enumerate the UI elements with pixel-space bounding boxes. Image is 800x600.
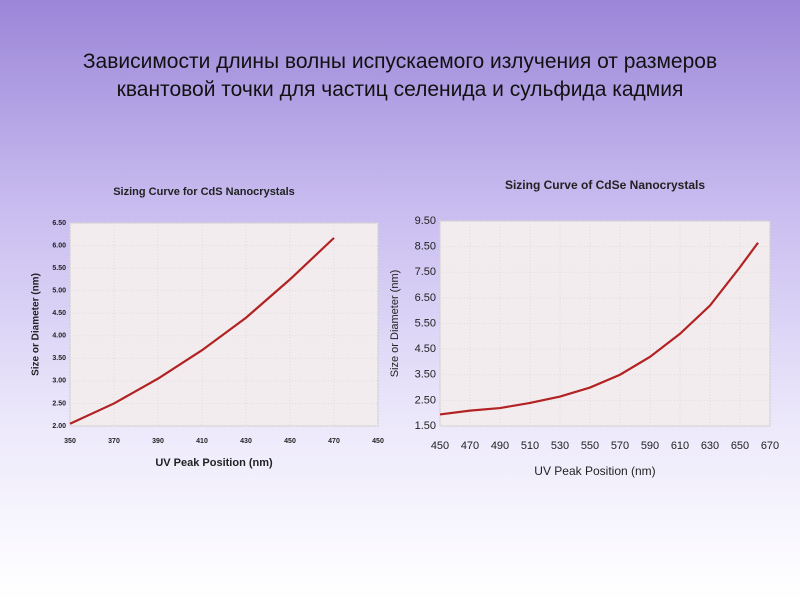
- y-tick-label: 6.50: [415, 292, 436, 304]
- y-axis-title: Size or Diameter (nm): [389, 270, 401, 378]
- x-tick-label: 410: [196, 438, 208, 445]
- y-tick-label: 3.00: [52, 378, 66, 385]
- x-tick-label: 650: [731, 440, 749, 452]
- slide-title: Зависимости длины волны испускаемого изл…: [82, 50, 718, 101]
- y-tick-label: 3.50: [415, 369, 436, 381]
- y-tick-label: 5.50: [52, 265, 66, 272]
- y-tick-label: 4.50: [52, 310, 66, 317]
- x-tick-label: 450: [431, 440, 449, 452]
- y-tick-label: 2.50: [52, 400, 66, 407]
- y-tick-label: 6.00: [52, 242, 66, 249]
- x-tick-label: 590: [641, 440, 659, 452]
- y-tick-label: 5.50: [415, 317, 436, 329]
- x-tick-label: 510: [521, 440, 539, 452]
- x-axis-title: UV Peak Position (nm): [534, 464, 655, 478]
- chart-title: Sizing Curve for CdS Nanocrystals: [113, 186, 295, 198]
- x-tick-label: 430: [240, 438, 252, 445]
- x-tick-label: 390: [152, 438, 164, 445]
- x-tick-label: 470: [461, 440, 479, 452]
- y-tick-label: 6.50: [52, 220, 66, 227]
- y-tick-label: 4.50: [415, 343, 436, 355]
- y-axis-title: Size or Diameter (nm): [31, 273, 42, 376]
- y-tick-label: 3.50: [52, 355, 66, 362]
- x-tick-label: 530: [551, 440, 569, 452]
- x-tick-label: 670: [761, 440, 779, 452]
- y-tick-label: 9.50: [415, 215, 436, 227]
- y-tick-label: 2.50: [415, 394, 436, 406]
- chart-title: Sizing Curve of CdSe Nanocrystals: [505, 178, 705, 192]
- x-tick-label: 350: [64, 438, 76, 445]
- x-tick-label: 630: [701, 440, 719, 452]
- x-axis-title: UV Peak Position (nm): [155, 457, 273, 469]
- x-tick-label: 570: [611, 440, 629, 452]
- y-tick-label: 8.50: [415, 241, 436, 253]
- y-tick-label: 7.50: [415, 266, 436, 278]
- plot-area: [69, 222, 379, 427]
- y-tick-label: 2.00: [52, 423, 66, 430]
- x-tick-label: 610: [671, 440, 689, 452]
- x-tick-label: 550: [581, 440, 599, 452]
- data-line: [439, 242, 759, 416]
- y-tick-label: 1.50: [415, 420, 436, 432]
- x-tick-label: 470: [328, 438, 340, 445]
- x-tick-label: 490: [491, 440, 509, 452]
- x-tick-label: 450: [284, 438, 296, 445]
- x-tick-label: 450: [372, 438, 384, 445]
- data-line: [69, 237, 335, 425]
- x-tick-label: 370: [108, 438, 120, 445]
- y-tick-label: 4.00: [52, 333, 66, 340]
- y-tick-label: 5.00: [52, 288, 66, 295]
